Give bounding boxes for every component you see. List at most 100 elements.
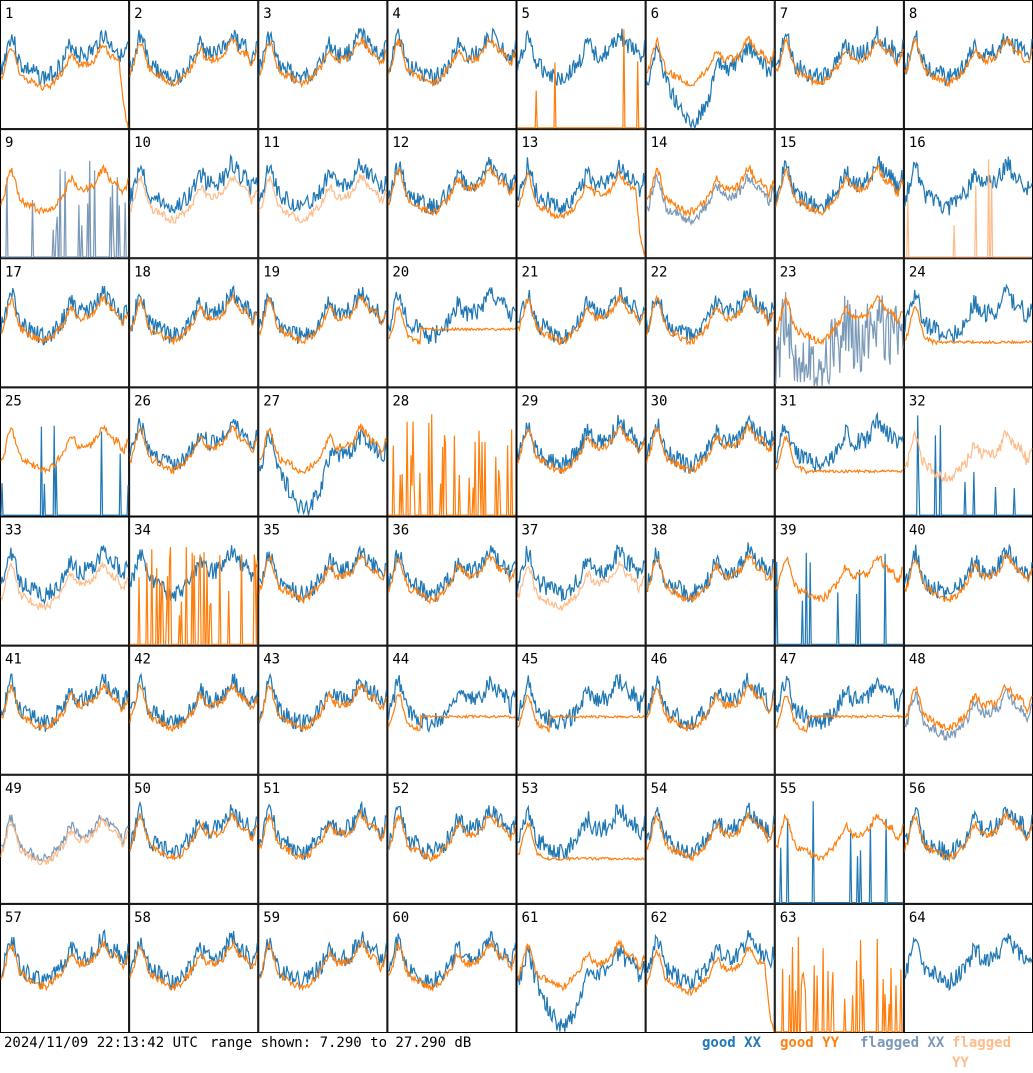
panel-label: 60 xyxy=(392,910,409,926)
panel-label: 59 xyxy=(263,910,280,926)
panel-label: 4 xyxy=(392,6,400,22)
panel-label: 5 xyxy=(522,6,530,22)
panel-label: 36 xyxy=(392,523,409,539)
range-text: range shown: 7.290 to 27.290 dB xyxy=(210,1033,471,1053)
panel-59: 59 xyxy=(259,904,387,1032)
panel-label: 1 xyxy=(5,6,13,22)
panel-56: 56 xyxy=(904,775,1032,903)
panel-61: 61 xyxy=(517,904,645,1032)
footer: 2024/11/09 22:13:42 UTC range shown: 7.2… xyxy=(0,1033,1033,1053)
panel-label: 55 xyxy=(780,781,797,797)
panel-7: 7 xyxy=(775,1,903,129)
panel-label: 16 xyxy=(909,135,926,151)
panel-label: 33 xyxy=(5,523,22,539)
panel-28: 28 xyxy=(388,388,516,516)
panel-label: 43 xyxy=(263,652,280,668)
panel-label: 3 xyxy=(263,6,271,22)
panel-label: 2 xyxy=(134,6,142,22)
panel-14: 14 xyxy=(646,130,774,258)
panel-label: 21 xyxy=(522,264,539,280)
panel-label: 63 xyxy=(780,910,797,926)
panel-label: 14 xyxy=(651,135,668,151)
panel-label: 18 xyxy=(134,264,151,280)
panel-31: 31 xyxy=(775,388,903,516)
panel-label: 56 xyxy=(909,781,926,797)
panel-label: 44 xyxy=(392,652,409,668)
panel-16: 16 xyxy=(904,130,1032,258)
panel-17: 17 xyxy=(1,259,129,387)
panel-21: 21 xyxy=(517,259,645,387)
panel-label: 50 xyxy=(134,781,151,797)
panel-label: 41 xyxy=(5,652,22,668)
panel-9: 9 xyxy=(1,130,129,258)
panel-label: 48 xyxy=(909,652,926,668)
panel-label: 61 xyxy=(522,910,539,926)
panel-54: 54 xyxy=(646,775,774,903)
panel-36: 36 xyxy=(388,517,516,645)
panel-35: 35 xyxy=(259,517,387,645)
panel-40: 40 xyxy=(904,517,1032,645)
panel-frame xyxy=(259,1,387,129)
panel-label: 13 xyxy=(522,135,539,151)
legend-flagged-yy: flagged YY xyxy=(952,1033,1033,1073)
panel-label: 54 xyxy=(651,781,668,797)
panel-50: 50 xyxy=(130,775,258,903)
panel-label: 30 xyxy=(651,393,668,409)
panel-label: 28 xyxy=(392,393,409,409)
panel-26: 26 xyxy=(130,388,258,516)
panel-label: 15 xyxy=(780,135,797,151)
panel-45: 45 xyxy=(517,646,645,774)
panel-3: 3 xyxy=(259,1,387,129)
panel-label: 29 xyxy=(522,393,539,409)
panel-label: 32 xyxy=(909,393,926,409)
panel-5: 5 xyxy=(517,1,645,129)
panel-11: 11 xyxy=(259,130,387,258)
panel-label: 45 xyxy=(522,652,539,668)
panel-label: 26 xyxy=(134,393,151,409)
panel-43: 43 xyxy=(259,646,387,774)
panel-30: 30 xyxy=(646,388,774,516)
panel-15: 15 xyxy=(775,130,903,258)
panel-8: 8 xyxy=(904,1,1032,129)
panel-label: 27 xyxy=(263,393,280,409)
panel-49: 49 xyxy=(1,775,129,903)
panel-label: 64 xyxy=(909,910,926,926)
panel-62: 62 xyxy=(646,904,774,1032)
timestamp: 2024/11/09 22:13:42 UTC xyxy=(4,1033,198,1053)
panel-label: 8 xyxy=(909,6,917,22)
panel-label: 37 xyxy=(522,523,539,539)
panel-63: 63 xyxy=(775,904,903,1032)
panel-23: 23 xyxy=(775,259,903,387)
panel-37: 37 xyxy=(517,517,645,645)
panel-1: 1 xyxy=(1,1,129,129)
panel-33: 33 xyxy=(1,517,129,645)
panel-label: 9 xyxy=(5,135,13,151)
panel-19: 19 xyxy=(259,259,387,387)
panel-52: 52 xyxy=(388,775,516,903)
panel-22: 22 xyxy=(646,259,774,387)
panel-58: 58 xyxy=(130,904,258,1032)
panel-53: 53 xyxy=(517,775,645,903)
panel-label: 39 xyxy=(780,523,797,539)
panel-24: 24 xyxy=(904,259,1032,387)
panel-label: 10 xyxy=(134,135,151,151)
panel-label: 17 xyxy=(5,264,22,280)
panel-label: 58 xyxy=(134,910,151,926)
panel-32: 32 xyxy=(904,388,1032,516)
panel-label: 57 xyxy=(5,910,22,926)
legend-good-yy: good YY xyxy=(780,1033,839,1053)
panel-51: 51 xyxy=(259,775,387,903)
panel-20: 20 xyxy=(388,259,516,387)
panel-label: 25 xyxy=(5,393,22,409)
panel-10: 10 xyxy=(130,130,258,258)
panel-label: 19 xyxy=(263,264,280,280)
panel-25: 25 xyxy=(1,388,129,516)
panel-label: 47 xyxy=(780,652,797,668)
panel-label: 62 xyxy=(651,910,668,926)
panel-label: 34 xyxy=(134,523,151,539)
antenna-grid: 1 2 3 4 5 6 7 89 10 11 12 13 14 15 1617 18 19 20 21 22 23 242… xyxy=(0,0,1033,1033)
panel-4: 4 xyxy=(388,1,516,129)
panel-label: 42 xyxy=(134,652,151,668)
legend-flagged-xx: flagged XX xyxy=(860,1033,944,1053)
panel-29: 29 xyxy=(517,388,645,516)
